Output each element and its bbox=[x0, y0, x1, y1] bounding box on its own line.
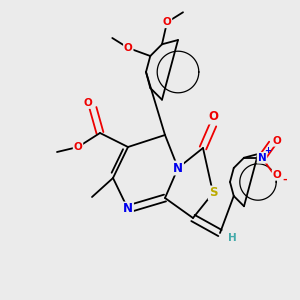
Text: N: N bbox=[173, 161, 183, 175]
Text: N: N bbox=[258, 153, 266, 163]
Text: O: O bbox=[273, 170, 281, 180]
Text: O: O bbox=[84, 98, 92, 108]
Text: N: N bbox=[123, 202, 133, 215]
Text: O: O bbox=[208, 110, 218, 124]
Text: O: O bbox=[273, 136, 281, 146]
Text: -: - bbox=[283, 175, 287, 185]
Text: O: O bbox=[163, 17, 171, 27]
Text: O: O bbox=[124, 43, 133, 53]
Text: H: H bbox=[228, 233, 236, 243]
Text: +: + bbox=[265, 146, 272, 155]
Text: S: S bbox=[209, 187, 217, 200]
Text: O: O bbox=[74, 142, 82, 152]
